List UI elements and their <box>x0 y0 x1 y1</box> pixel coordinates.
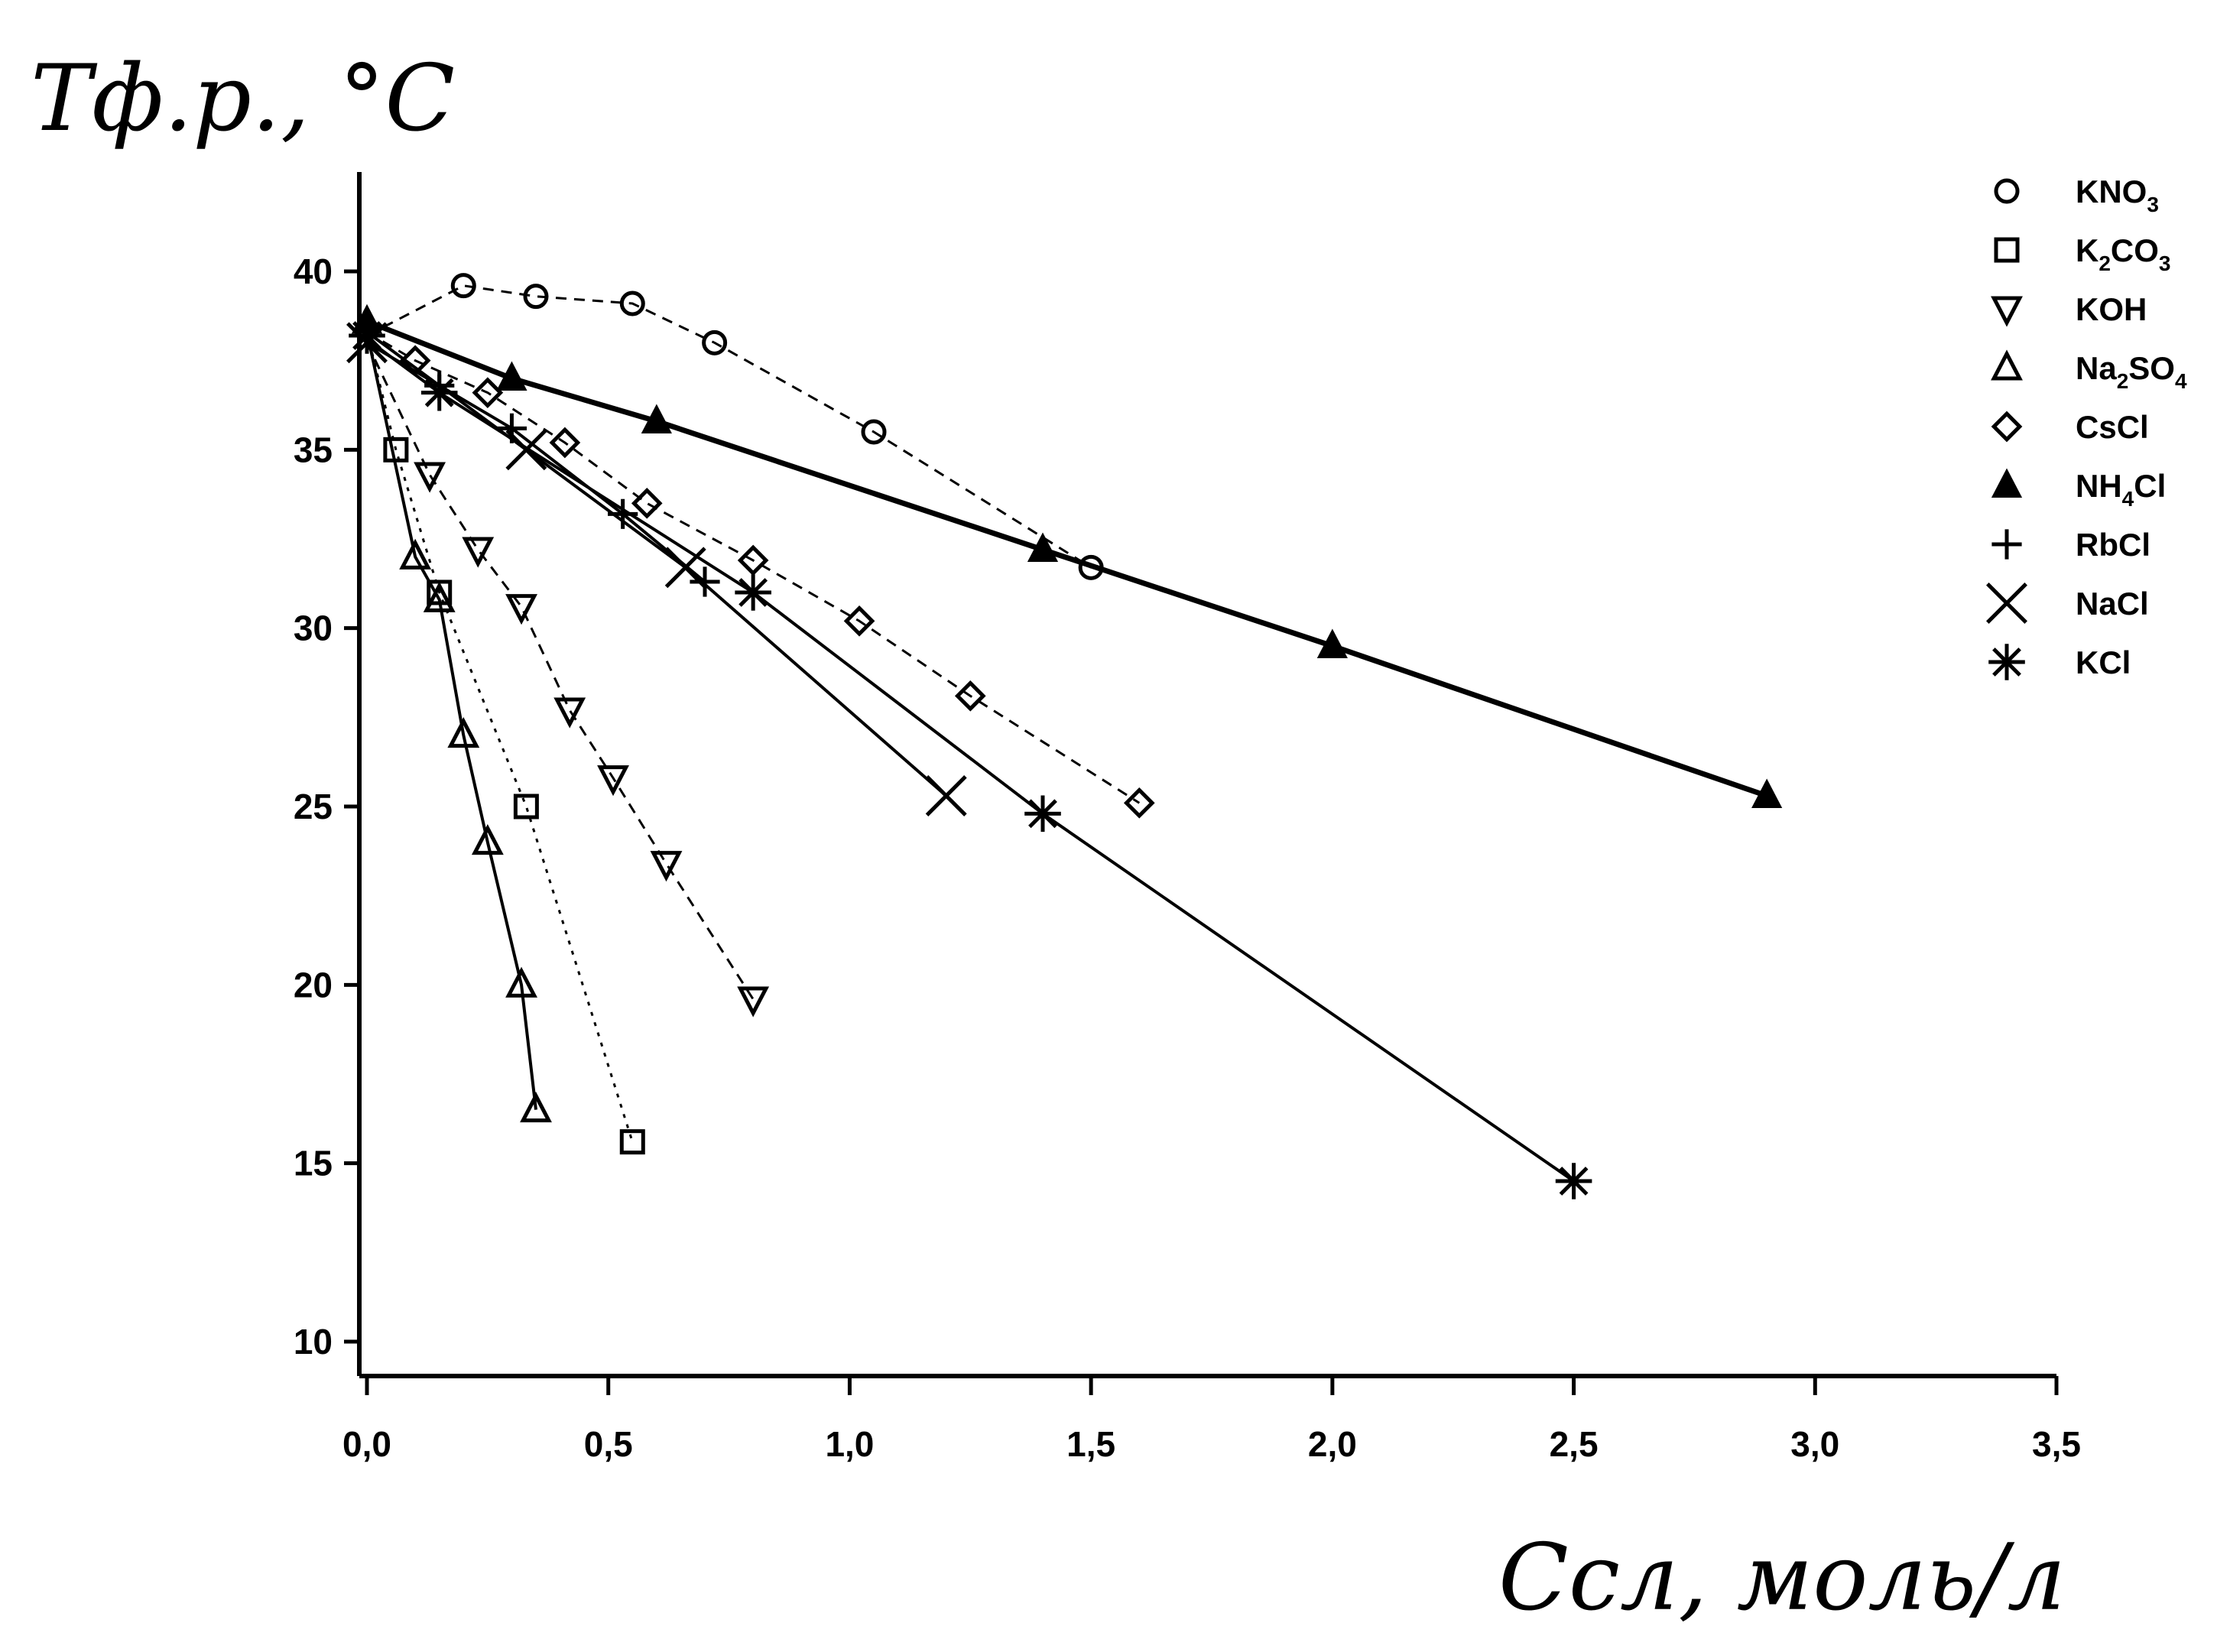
marker-nacl <box>664 547 706 589</box>
marker-koh <box>414 462 446 493</box>
marker-nh4cl <box>641 404 672 433</box>
curve-kno3 <box>366 284 1092 569</box>
marker-kcl <box>1024 795 1061 832</box>
marker-nh4cl <box>1316 628 1348 658</box>
x-tick-label: 0,5 <box>584 1424 633 1464</box>
marker-cscl <box>954 680 986 712</box>
marker-nacl <box>505 429 547 471</box>
legend-label-koh: KOH <box>2076 291 2147 327</box>
x-tick-label: 3,5 <box>2032 1424 2081 1464</box>
marker-koh <box>462 537 495 568</box>
x-tick-label: 0,0 <box>342 1424 391 1464</box>
curve-koh <box>365 342 755 1000</box>
axes: 10 15 20 25 30 35 40 0,0 0,5 1,0 1,5 2,0 2,5 3,0 3,5 <box>294 172 2081 1464</box>
marker-kcl <box>420 374 458 411</box>
y-tick-label: 40 <box>294 252 333 291</box>
marker-cscl <box>399 345 431 377</box>
marker-nh4cl <box>1751 778 1783 808</box>
legend-marker-kcl <box>1988 644 2025 680</box>
marker-cscl <box>1123 787 1155 819</box>
marker-kcl <box>735 574 771 611</box>
marker-koh <box>553 697 586 729</box>
marker-origin <box>349 317 385 354</box>
marker-na2so4 <box>399 538 432 570</box>
marker-cscl <box>843 605 875 637</box>
marker-nacl <box>925 775 967 816</box>
legend-label-cscl: CsCl <box>2076 409 2149 445</box>
marker-kno3 <box>1078 554 1104 580</box>
y-tick-label: 30 <box>294 609 333 648</box>
legend-marker-nh4cl <box>1991 468 2023 498</box>
curve-k2co3 <box>365 331 634 1143</box>
marker-na2so4 <box>423 581 456 612</box>
y-tick-label: 25 <box>294 787 333 826</box>
marker-k2co3 <box>383 437 409 462</box>
marker-cscl <box>737 544 769 576</box>
marker-origin <box>351 303 383 334</box>
y-axis-label: Tф.р., °C <box>31 46 455 152</box>
legend-marker-kno3 <box>1994 178 2020 204</box>
y-tick-label: 10 <box>294 1322 333 1362</box>
y-tick-label: 20 <box>294 965 333 1005</box>
marker-rbcl <box>690 566 720 597</box>
x-tick-label: 1,5 <box>1066 1424 1115 1464</box>
marker-kno3 <box>619 290 645 316</box>
marker-nh4cl <box>496 361 527 391</box>
legend-marker-nacl <box>1986 583 2027 624</box>
marker-kcl <box>1555 1163 1592 1199</box>
marker-koh <box>505 594 537 625</box>
legend-marker-na2so4 <box>1991 349 2023 381</box>
marker-na2so4 <box>520 1092 552 1123</box>
legend-marker-cscl <box>1991 411 2023 443</box>
marker-k2co3 <box>619 1129 645 1155</box>
legend-marker-koh <box>1991 296 2023 327</box>
marker-kno3 <box>523 284 549 310</box>
marker-rbcl <box>608 498 638 529</box>
legend-label-kcl: KCl <box>2076 644 2131 680</box>
marker-cscl <box>631 487 663 519</box>
marker-na2so4 <box>505 966 537 998</box>
legend-label-rbcl: RbCl <box>2076 527 2150 563</box>
x-tick-label: 1,0 <box>825 1424 874 1464</box>
x-tick-label: 2,0 <box>1308 1424 1357 1464</box>
legend-label-na2so4: Na2SO4 <box>2076 350 2187 393</box>
x-axis-label: Cсл, моль/л <box>1498 1525 2066 1631</box>
marker-na2so4 <box>447 717 480 748</box>
y-tick-label: 35 <box>294 430 333 469</box>
marker-koh <box>650 851 683 882</box>
marker-koh <box>597 765 629 797</box>
marker-cscl <box>472 377 504 409</box>
legend-marker-rbcl <box>1991 529 2022 560</box>
y-tick-label: 15 <box>294 1144 333 1183</box>
series-curves <box>365 284 1768 1183</box>
marker-rbcl <box>496 413 527 443</box>
legend-label-nacl: NaCl <box>2076 586 2149 622</box>
legend-label-kno3: KNO3 <box>2076 174 2159 216</box>
marker-kno3 <box>702 329 728 355</box>
marker-koh <box>737 986 770 1017</box>
curve-na2so4 <box>365 331 537 1110</box>
curve-nh4cl <box>365 319 1768 799</box>
legend-marker-k2co3 <box>1994 237 2020 263</box>
marker-kno3 <box>861 419 887 445</box>
marker-na2so4 <box>471 824 504 855</box>
series-markers <box>346 273 1783 1199</box>
marker-nh4cl <box>1027 532 1059 562</box>
marker-k2co3 <box>513 794 539 820</box>
x-tick-label: 3,0 <box>1790 1424 1839 1464</box>
legend-label-k2co3: K2CO3 <box>2076 232 2171 275</box>
marker-cscl <box>549 427 581 459</box>
x-tick-label: 2,5 <box>1550 1424 1599 1464</box>
marker-kno3 <box>450 273 476 299</box>
legend: KNO3 K2CO3 KOH Na2SO4 CsCl NH4Cl RbCl NaCl KCl <box>1986 174 2187 680</box>
legend-label-nh4cl: NH4Cl <box>2076 468 2166 511</box>
